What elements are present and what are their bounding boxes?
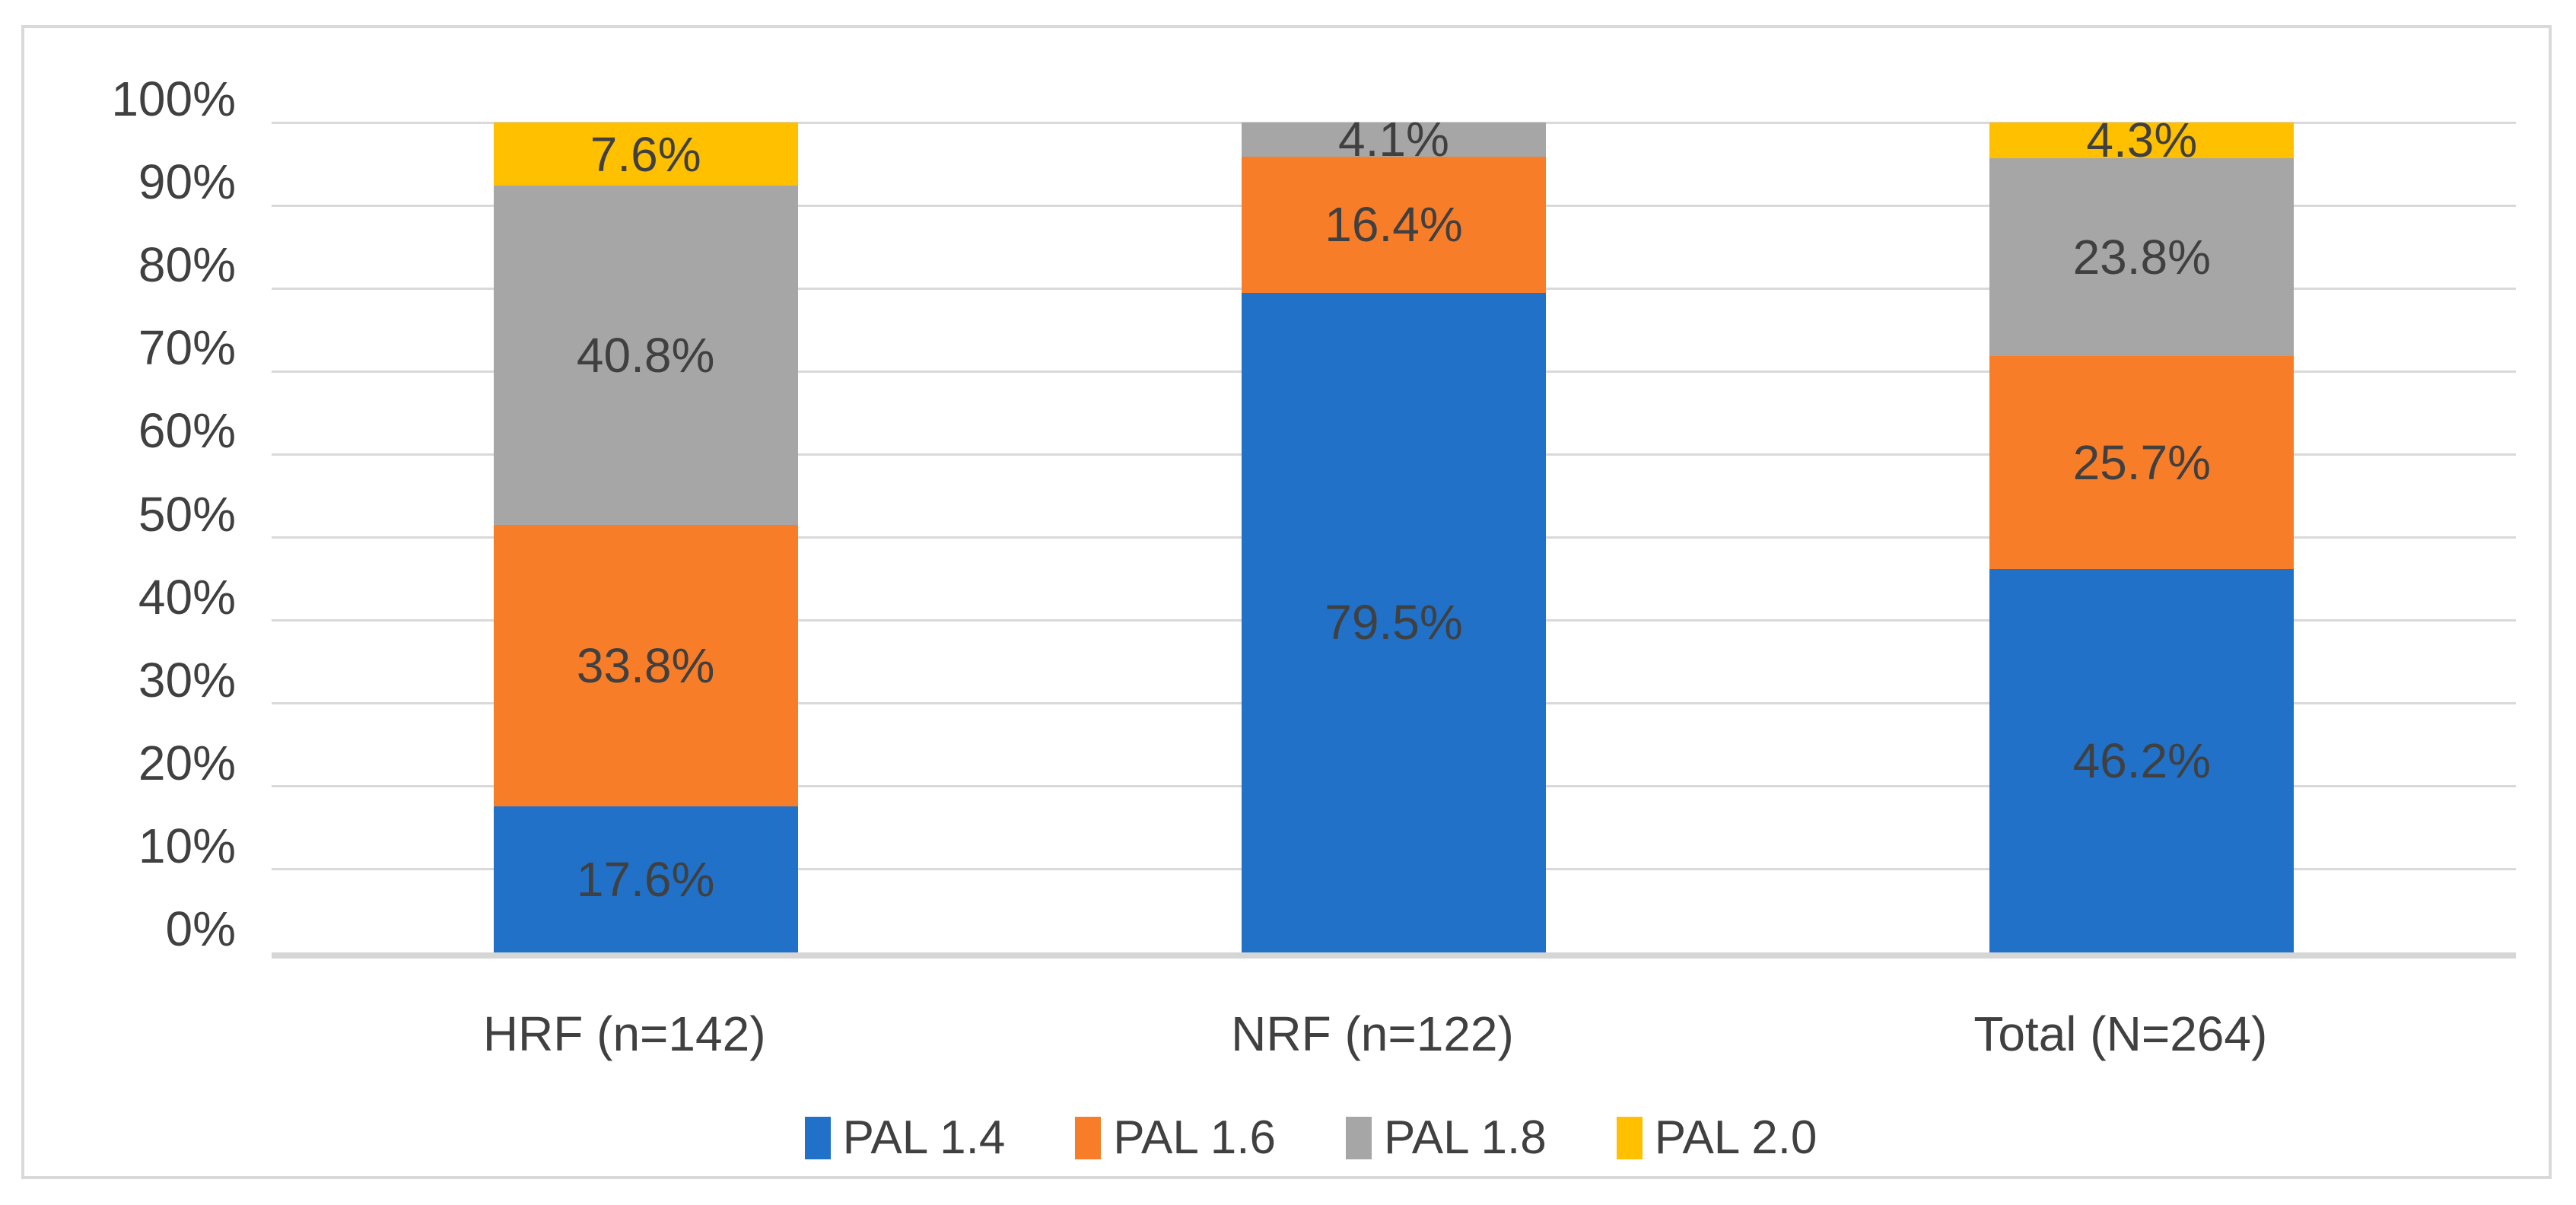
data-label: 40.8% [576, 328, 715, 383]
bar-segment: 23.8% [1989, 157, 2295, 356]
x-axis-line [272, 952, 2516, 959]
bar-slot: 46.2% 25.7% 23.8% 4.3% [1768, 116, 2516, 952]
stacked-bar: 17.6% 33.8% 40.8% 7.6% [493, 122, 798, 952]
plot-area: 17.6% 33.8% 40.8% 7.6% 79.5% 16.4% 4.1% 46.2% 25… [272, 115, 2516, 959]
legend-label: PAL 1.8 [1384, 1111, 1547, 1164]
bar-segment: 4.1% [1241, 115, 1546, 164]
bar-segment: 33.8% [493, 525, 798, 806]
data-label: 25.7% [2072, 434, 2212, 490]
legend-item: PAL 1.8 [1346, 1114, 1547, 1162]
y-tick-label: 80% [138, 237, 236, 293]
category-label: Total (N=264) [1973, 1006, 2268, 1061]
data-label: 33.8% [576, 637, 715, 693]
y-tick-label: 100% [111, 72, 236, 126]
y-tick-label: 30% [138, 652, 236, 707]
y-tick-label: 50% [138, 486, 236, 542]
legend: PAL 1.4 PAL 1.6 PAL 1.8 PAL 2.0 [46, 1114, 2576, 1162]
bar-segment: 7.6% [493, 122, 798, 186]
data-label: 46.2% [2072, 733, 2212, 788]
y-tick-label: 90% [138, 154, 236, 210]
category-label: HRF (n=142) [482, 1006, 766, 1061]
legend-swatch-icon [1616, 1117, 1643, 1159]
bar-segment: 46.2% [1989, 568, 2295, 952]
data-label: 23.8% [2072, 229, 2212, 285]
chart-frame: 17.6% 33.8% 40.8% 7.6% 79.5% 16.4% 4.1% 46.2% 25… [21, 25, 2552, 1179]
data-label: 16.4% [1325, 197, 1463, 253]
bar-segment: 40.8% [493, 186, 798, 526]
legend-label: PAL 1.4 [842, 1111, 1006, 1164]
y-tick-label: 40% [138, 569, 236, 625]
y-tick-label: 10% [138, 818, 236, 873]
y-tick-label: 20% [138, 735, 236, 790]
y-tick-label: 60% [138, 403, 236, 459]
data-label: 4.3% [2086, 113, 2198, 168]
legend-label: PAL 2.0 [1654, 1111, 1818, 1164]
legend-swatch-icon [1075, 1117, 1102, 1159]
data-label: 79.5% [1325, 595, 1463, 650]
data-label: 4.1% [1338, 112, 1449, 167]
bar-segment: 16.4% [1241, 156, 1546, 293]
legend-item: PAL 1.6 [1075, 1114, 1276, 1162]
bar-segment: 17.6% [493, 806, 798, 952]
legend-swatch-icon [804, 1117, 831, 1159]
bar-segment: 4.3% [1989, 116, 2295, 164]
bar-segment: 25.7% [1989, 355, 2295, 569]
legend-item: PAL 1.4 [804, 1111, 1006, 1164]
bar-slot: 17.6% 33.8% 40.8% 7.6% [272, 122, 1019, 952]
y-tick-label: 70% [138, 320, 236, 376]
legend-item: PAL 2.0 [1616, 1111, 1818, 1164]
data-label: 17.6% [576, 851, 715, 907]
stacked-bar: 79.5% 16.4% 4.1% [1241, 115, 1546, 952]
category-label: NRF (n=122) [1231, 1006, 1514, 1061]
stacked-bar: 46.2% 25.7% 23.8% 4.3% [1989, 116, 2295, 952]
legend-swatch-icon [1346, 1117, 1372, 1159]
data-label: 7.6% [590, 126, 701, 182]
legend-label: PAL 1.6 [1113, 1111, 1276, 1164]
gridline [272, 121, 2516, 124]
y-tick-label: 0% [165, 901, 237, 956]
bar-slot: 79.5% 16.4% 4.1% [1019, 115, 1767, 952]
bar-segment: 79.5% [1241, 292, 1546, 952]
